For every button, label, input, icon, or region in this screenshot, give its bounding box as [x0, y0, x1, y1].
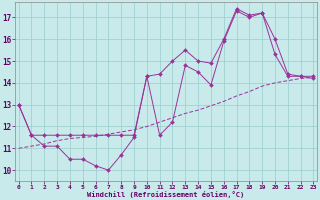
- X-axis label: Windchill (Refroidissement éolien,°C): Windchill (Refroidissement éolien,°C): [87, 191, 245, 198]
